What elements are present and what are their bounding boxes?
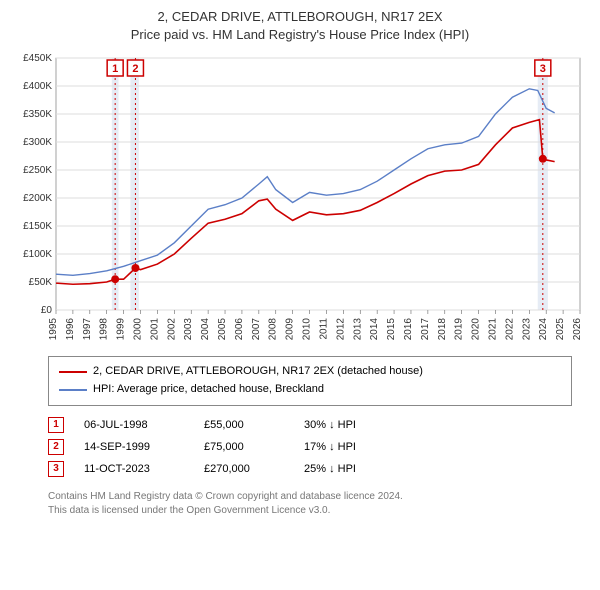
series-dot xyxy=(131,264,139,272)
x-tick-label: 2003 xyxy=(183,318,194,341)
legend-swatch xyxy=(59,389,87,391)
legend-label: 2, CEDAR DRIVE, ATTLEBOROUGH, NR17 2EX (… xyxy=(93,363,423,381)
x-tick-label: 2011 xyxy=(318,318,329,340)
y-tick-label: £300K xyxy=(23,137,52,148)
title-line-2: Price paid vs. HM Land Registry's House … xyxy=(8,26,592,44)
event-marker: 1 xyxy=(48,417,64,433)
x-tick-label: 1999 xyxy=(116,318,127,341)
x-tick-label: 2022 xyxy=(504,318,515,341)
x-tick-label: 2016 xyxy=(403,318,414,341)
footer-attribution: Contains HM Land Registry data © Crown c… xyxy=(48,490,572,518)
event-pct: 30% ↓ HPI xyxy=(304,419,414,431)
legend-label: HPI: Average price, detached house, Brec… xyxy=(93,381,324,399)
x-tick-label: 2025 xyxy=(555,318,566,341)
marker-number: 3 xyxy=(540,63,546,75)
event-row: 3 11-OCT-2023 £270,000 25% ↓ HPI xyxy=(48,458,572,480)
event-date: 06-JUL-1998 xyxy=(84,419,184,431)
footer-line-1: Contains HM Land Registry data © Crown c… xyxy=(48,490,572,504)
y-tick-label: £350K xyxy=(23,109,52,120)
x-tick-label: 2019 xyxy=(454,318,465,341)
x-tick-label: 2010 xyxy=(302,318,313,341)
x-tick-label: 2026 xyxy=(572,318,583,341)
event-price: £75,000 xyxy=(204,441,284,453)
legend-row: 2, CEDAR DRIVE, ATTLEBOROUGH, NR17 2EX (… xyxy=(59,363,561,381)
x-tick-label: 2002 xyxy=(166,318,177,341)
event-row: 1 06-JUL-1998 £55,000 30% ↓ HPI xyxy=(48,414,572,436)
x-tick-label: 2006 xyxy=(234,318,245,341)
x-tick-label: 1995 xyxy=(48,318,59,341)
y-tick-label: £150K xyxy=(23,221,52,232)
x-tick-label: 2000 xyxy=(133,318,144,341)
event-pct: 25% ↓ HPI xyxy=(304,463,414,475)
x-tick-label: 2021 xyxy=(487,318,498,341)
x-tick-label: 2008 xyxy=(268,318,279,341)
event-marker: 2 xyxy=(48,439,64,455)
y-tick-label: £50K xyxy=(29,277,53,288)
event-price: £270,000 xyxy=(204,463,284,475)
footer-line-2: This data is licensed under the Open Gov… xyxy=(48,504,572,518)
x-tick-label: 2017 xyxy=(420,318,431,341)
marker-number: 1 xyxy=(112,63,118,75)
x-tick-label: 2015 xyxy=(386,318,397,341)
title-line-1: 2, CEDAR DRIVE, ATTLEBOROUGH, NR17 2EX xyxy=(8,8,592,26)
x-tick-label: 1998 xyxy=(99,318,110,341)
x-tick-label: 2023 xyxy=(521,318,532,341)
x-tick-label: 2007 xyxy=(251,318,262,341)
series-dot xyxy=(539,155,547,163)
event-marker: 3 xyxy=(48,461,64,477)
y-tick-label: £400K xyxy=(23,81,52,92)
events-table: 1 06-JUL-1998 £55,000 30% ↓ HPI 2 14-SEP-1999… xyxy=(48,414,572,480)
y-tick-label: £250K xyxy=(23,165,52,176)
chart-container: £0 £50K £100K £150K £200K £250K £300K £350K £400… xyxy=(8,50,592,350)
legend: 2, CEDAR DRIVE, ATTLEBOROUGH, NR17 2EX (… xyxy=(48,356,572,405)
x-tick-label: 2018 xyxy=(437,318,448,341)
series-dot xyxy=(111,276,119,284)
x-tick-label: 2004 xyxy=(200,318,211,341)
line-chart: £0 £50K £100K £150K £200K £250K £300K £350K £400… xyxy=(8,50,592,350)
legend-swatch xyxy=(59,371,87,373)
event-date: 11-OCT-2023 xyxy=(84,463,184,475)
x-tick-label: 2013 xyxy=(352,318,363,341)
legend-row: HPI: Average price, detached house, Brec… xyxy=(59,381,561,399)
marker-number: 2 xyxy=(132,63,138,75)
event-row: 2 14-SEP-1999 £75,000 17% ↓ HPI xyxy=(48,436,572,458)
x-tick-label: 1997 xyxy=(82,318,93,341)
x-tick-label: 2001 xyxy=(149,318,160,341)
x-tick-label: 2014 xyxy=(369,318,380,341)
y-tick-label: £200K xyxy=(23,193,52,204)
x-tick-label: 2005 xyxy=(217,318,228,341)
event-date: 14-SEP-1999 xyxy=(84,441,184,453)
chart-title-block: 2, CEDAR DRIVE, ATTLEBOROUGH, NR17 2EX P… xyxy=(8,8,592,44)
x-tick-label: 2024 xyxy=(538,318,549,341)
x-tick-label: 1996 xyxy=(65,318,76,341)
x-tick-label: 2020 xyxy=(471,318,482,341)
event-price: £55,000 xyxy=(204,419,284,431)
y-tick-label: £0 xyxy=(41,305,53,316)
y-tick-label: £450K xyxy=(23,53,52,64)
event-pct: 17% ↓ HPI xyxy=(304,441,414,453)
y-tick-label: £100K xyxy=(23,249,52,260)
x-tick-label: 2009 xyxy=(285,318,296,341)
x-tick-label: 2012 xyxy=(335,318,346,341)
